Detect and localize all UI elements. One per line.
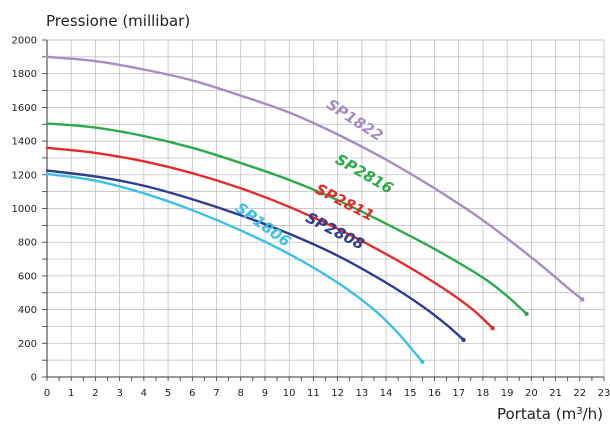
x-tick-label: 14	[380, 388, 393, 399]
y-tick-label: 2000	[12, 36, 37, 47]
y-tick-label: 800	[18, 238, 37, 249]
x-axis-title-prefix: Portata (m	[497, 405, 576, 423]
x-tick-label: 4	[141, 388, 147, 399]
x-tick-label: 20	[525, 388, 538, 399]
y-tick-label: 1000	[12, 204, 37, 215]
y-tick-label: 0	[31, 373, 37, 384]
x-tick-label: 16	[428, 388, 441, 399]
series-line-sp2816	[45, 122, 528, 316]
y-tick-label: 400	[18, 305, 37, 316]
series-line-sp1822	[45, 55, 584, 301]
series-line-sp2808	[45, 169, 465, 342]
y-tick-labels: 0 200 400 600 800 1000 1200 1400 1600 1800 2000	[12, 36, 37, 384]
x-tick-label: 21	[549, 388, 562, 399]
x-tick-labels: 0 1 2 3 4 5 6 7 8 9 10 11 12 13 14 15 16 17 18 19 20 21 22 23	[44, 388, 610, 399]
x-tick-label: 5	[165, 388, 171, 399]
x-tick-label: 1	[68, 388, 74, 399]
x-tick-label: 11	[307, 388, 320, 399]
series-line-sp2811	[45, 146, 494, 330]
series-label-sp1806: SP1806	[232, 199, 294, 251]
series-endpoint-sp2811	[490, 325, 495, 331]
x-tick-label: 0	[44, 388, 50, 399]
series-line-sp1806	[45, 172, 424, 364]
x-tick-label: 7	[213, 388, 219, 399]
y-tick-label: 600	[18, 271, 37, 282]
x-tick-label: 9	[262, 388, 268, 399]
series-endpoint-sp1822	[580, 297, 585, 302]
series-endpoint-sp1806	[420, 359, 425, 365]
x-tick-label: 10	[283, 388, 296, 399]
series-endpoint-sp2808	[461, 337, 466, 343]
y-tick-label: 1800	[12, 69, 37, 80]
x-axis-title-suffix: /h)	[583, 405, 603, 423]
y-tick-label: 1600	[12, 103, 37, 114]
series-lines	[45, 55, 585, 365]
y-tick-label: 1400	[12, 137, 37, 148]
x-tick-label: 13	[355, 388, 368, 399]
x-tick-label: 19	[501, 388, 514, 399]
x-axis-title-superscript: 3	[576, 406, 582, 417]
x-tick-label: 2	[92, 388, 98, 399]
series-label-sp1822: SP1822	[323, 95, 386, 145]
x-tick-label: 23	[598, 388, 610, 399]
x-tick-label: 22	[573, 388, 586, 399]
x-tick-label: 15	[404, 388, 417, 399]
x-tick-label: 3	[116, 388, 122, 399]
series-endpoint-sp2816	[524, 311, 529, 317]
y-tick-label: 200	[18, 339, 37, 350]
x-tick-label: 12	[331, 388, 344, 399]
x-tick-label: 6	[189, 388, 195, 399]
x-tick-label: 18	[477, 388, 490, 399]
x-tick-label: 17	[452, 388, 465, 399]
x-tick-label: 8	[238, 388, 244, 399]
grid	[46, 39, 605, 378]
axes	[42, 39, 605, 381]
y-tick-label: 1200	[12, 170, 37, 181]
y-axis-title: Pressione (millibar)	[46, 12, 190, 30]
x-axis-title: Portata (m3/h)	[497, 405, 603, 423]
